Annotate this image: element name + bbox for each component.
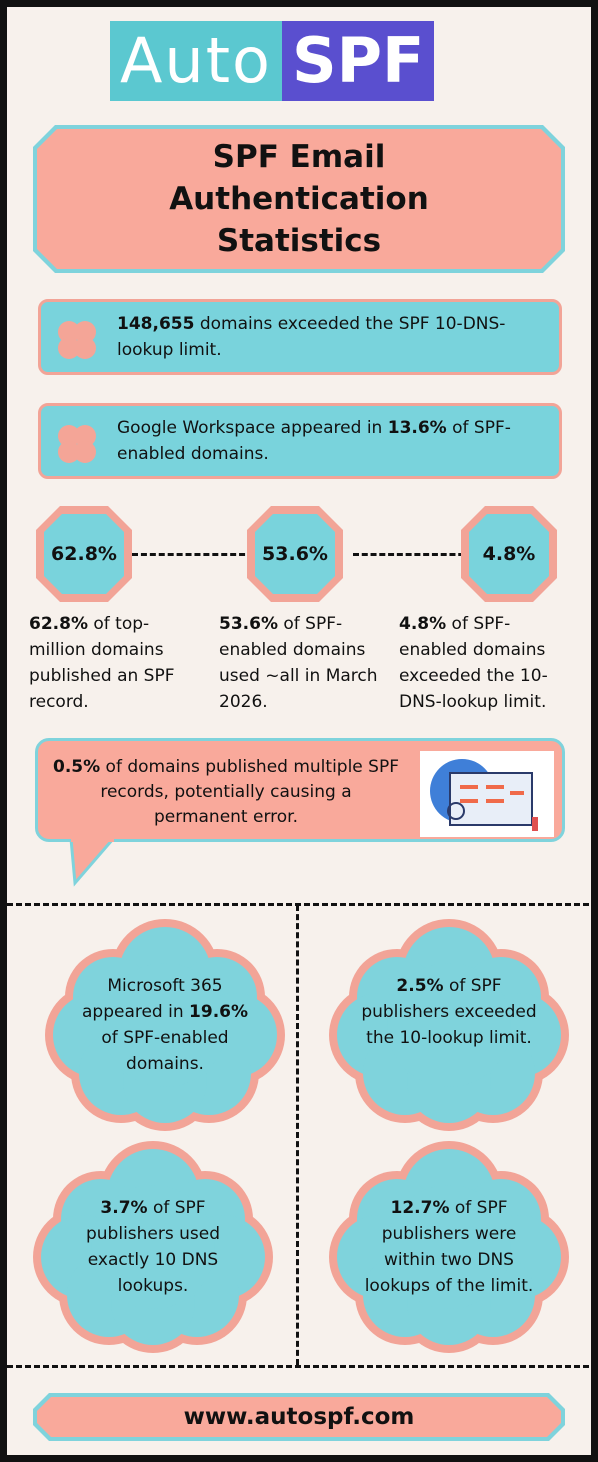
callout-tail [69, 839, 115, 887]
stat-text: Google Workspace appeared in [117, 418, 388, 438]
logo-right: SPF [281, 21, 435, 101]
badge: 62.8% [44, 514, 124, 594]
illustration [420, 751, 554, 837]
stat-text: of top-million domains published an SPF … [29, 614, 175, 712]
stat-text: domains exceeded the SPF 10-DNS-lookup l… [117, 314, 506, 360]
stat-text: of SPF-enabled domains used ~all in Marc… [219, 614, 378, 712]
callout-text: 0.5% of domains published multiple SPF r… [52, 755, 400, 830]
clover-icon [58, 321, 96, 359]
divider [7, 1365, 591, 1368]
stat-highlight: 4.8% [399, 614, 447, 634]
stat-text: Microsoft 365 appeared in [81, 976, 223, 1022]
logo: Auto SPF [110, 21, 435, 101]
stat-highlight: 148,655 [117, 314, 195, 334]
stat-highlight: 3.7% [100, 1198, 148, 1218]
fact-box: 148,655 domains exceeded the SPF 10-DNS-… [38, 299, 562, 375]
fact-text: 148,655 domains exceeded the SPF 10-DNS-… [117, 311, 537, 363]
badge-caption: 62.8% of top-million domains published a… [29, 611, 191, 715]
fact-box: Google Workspace appeared in 13.6% of SP… [38, 403, 562, 479]
cloud-layer [33, 919, 569, 1353]
footer-url: www.autospf.com [37, 1397, 561, 1437]
title: SPF Email Authentication Statistics [37, 129, 561, 269]
stat-highlight: 19.6% [189, 1002, 249, 1022]
badge: 53.6% [255, 514, 335, 594]
cloud-text: 3.7% of SPF publishers used exactly 10 D… [63, 1195, 243, 1299]
badge-caption: 53.6% of SPF-enabled domains used ~all i… [219, 611, 381, 715]
cloud-text: Microsoft 365 appeared in 19.6% of SPF-e… [75, 973, 255, 1077]
clover-icon [58, 425, 96, 463]
stat-text: of SPF-enabled domains exceeded the 10-D… [399, 614, 548, 712]
stat-highlight: 0.5% [52, 757, 101, 777]
stat-text: of domains published multiple SPF record… [100, 757, 399, 827]
stat-text: of SPF-enabled domains. [101, 1028, 229, 1074]
cloud-text: 2.5% of SPF publishers exceeded the 10-l… [359, 973, 539, 1051]
fact-text: Google Workspace appeared in 13.6% of SP… [117, 415, 537, 467]
stat-text: of SPF publishers used exactly 10 DNS lo… [85, 1198, 221, 1296]
connector [353, 553, 473, 556]
badge: 4.8% [469, 514, 549, 594]
cloud-shape [387, 963, 511, 1087]
logo-left: Auto [110, 21, 282, 101]
cloud-shape [91, 1185, 215, 1309]
callout: 0.5% of domains published multiple SPF r… [35, 738, 565, 842]
divider [7, 903, 591, 906]
stat-text: of SPF publishers exceeded the 10-lookup… [361, 976, 537, 1048]
stat-highlight: 2.5% [396, 976, 444, 996]
stat-highlight: 62.8% [29, 614, 88, 634]
cloud-shape [103, 963, 227, 1087]
stat-text: of SPF publishers were within two DNS lo… [364, 1198, 534, 1296]
stat-highlight: 53.6% [219, 614, 278, 634]
badge-caption: 4.8% of SPF-enabled domains exceeded the… [399, 611, 571, 715]
cloud-text: 12.7% of SPF publishers were within two … [359, 1195, 539, 1299]
connector [132, 553, 254, 556]
stat-highlight: 12.7% [390, 1198, 450, 1218]
divider [296, 905, 299, 1365]
stat-highlight: 13.6% [387, 418, 447, 438]
cloud-shape [387, 1185, 511, 1309]
stat-text: of SPF-enabled domains. [117, 418, 511, 464]
